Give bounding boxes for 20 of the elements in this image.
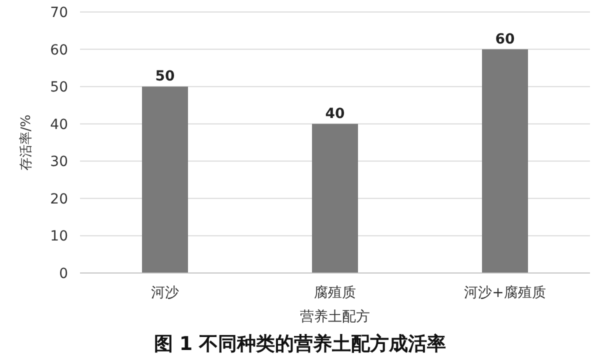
bar [482, 49, 528, 273]
data-label: 50 [155, 68, 175, 85]
y-tick-label: 50 [50, 80, 68, 96]
x-tick-label: 腐殖质 [314, 285, 356, 301]
data-label: 40 [325, 106, 345, 122]
y-tick-label: 30 [50, 154, 68, 170]
y-tick-label: 40 [50, 116, 68, 133]
x-tick-label: 河沙+腐殖质 [464, 285, 546, 301]
y-tick-label: 0 [59, 266, 68, 282]
y-tick-label: 70 [50, 5, 68, 21]
bar [312, 124, 358, 273]
x-tick-label: 河沙 [151, 285, 179, 301]
y-tick-label: 20 [50, 191, 68, 208]
data-label: 60 [495, 31, 515, 48]
text: 图 1 不同种类的营养土配方成活率 [154, 333, 446, 355]
x-axis-title: 营养土配方 [300, 309, 370, 325]
y-tick-label: 10 [50, 228, 68, 245]
bar [142, 86, 188, 273]
y-tick-label: 60 [50, 42, 68, 58]
y-axis-title: 存活率/% [18, 114, 34, 170]
